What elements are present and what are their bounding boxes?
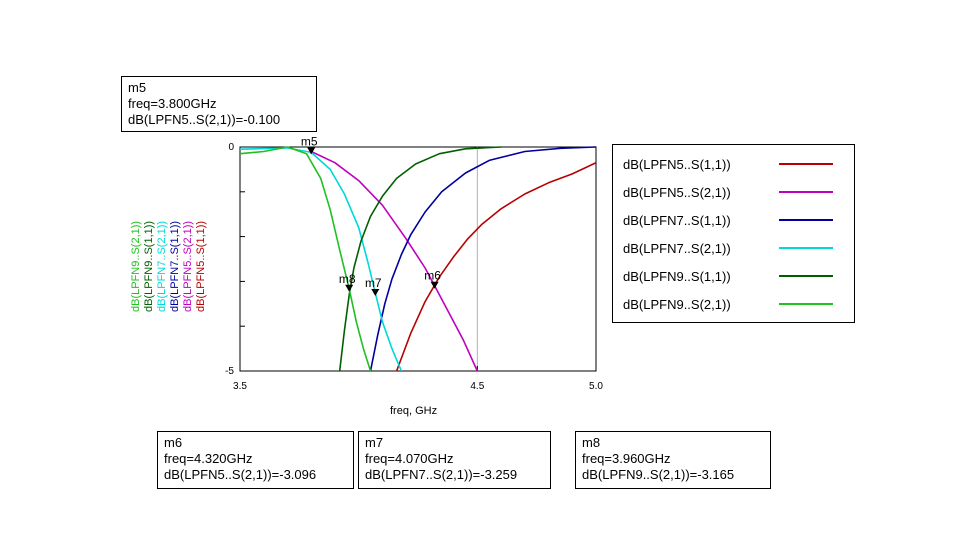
legend-item: dB(LPFN9..S(1,1)) xyxy=(623,266,833,286)
legend-item: dB(LPFN5..S(2,1)) xyxy=(623,182,833,202)
legend-label: dB(LPFN5..S(2,1)) xyxy=(623,184,731,200)
marker-box-m8[interactable]: m8 freq=3.960GHz dB(LPFN9..S(2,1))=-3.16… xyxy=(575,431,771,489)
series-line xyxy=(240,147,403,371)
x-tick-label: 3.5 xyxy=(233,381,247,392)
marker-m8 xyxy=(345,284,354,292)
series-line xyxy=(310,150,479,371)
legend-swatch xyxy=(779,163,833,165)
marker-label: m5 xyxy=(301,134,318,148)
x-tick-label: 5.0 xyxy=(589,381,603,392)
marker-m7 xyxy=(371,289,380,297)
series-line xyxy=(338,146,502,371)
marker-value: dB(LPFN5..S(2,1))=-0.100 xyxy=(128,112,281,127)
x-tick-label: 4.5 xyxy=(470,381,484,392)
marker-label: m8 xyxy=(339,272,356,286)
legend-item: dB(LPFN7..S(1,1)) xyxy=(623,210,833,230)
y-axis-series-label: dB(LPFN7..S(1,1)) xyxy=(169,220,181,312)
marker-value: dB(LPFN7..S(2,1))=-3.259 xyxy=(365,467,518,482)
legend-swatch xyxy=(779,275,833,277)
series-line xyxy=(369,146,596,371)
legend: dB(LPFN5..S(1,1)) dB(LPFN5..S(2,1)) dB(LPF… xyxy=(612,144,855,323)
marker-freq: freq=4.320GHz xyxy=(164,451,253,466)
marker-title: m8 xyxy=(582,435,601,450)
marker-title: m7 xyxy=(365,435,384,450)
x-axis-label: freq, GHz xyxy=(390,405,438,417)
legend-swatch xyxy=(779,303,833,305)
legend-swatch xyxy=(779,191,833,193)
series-line xyxy=(240,146,372,371)
marker-box-m6[interactable]: m6 freq=4.320GHz dB(LPFN5..S(2,1))=-3.09… xyxy=(157,431,354,489)
marker-label: m6 xyxy=(424,269,441,283)
legend-item: dB(LPFN5..S(1,1)) xyxy=(623,154,833,174)
y-tick-label: 0 xyxy=(228,142,234,153)
legend-item: dB(LPFN9..S(2,1)) xyxy=(623,294,833,314)
marker-value: dB(LPFN9..S(2,1))=-3.165 xyxy=(582,467,735,482)
y-axis-series-label: dB(LPFN9..S(1,1)) xyxy=(143,220,155,312)
marker-freq: freq=3.800GHz xyxy=(128,96,217,111)
marker-label: m7 xyxy=(365,276,382,290)
marker-title: m6 xyxy=(164,435,183,450)
legend-item: dB(LPFN7..S(2,1)) xyxy=(623,238,833,258)
marker-m5 xyxy=(307,147,316,155)
marker-box-m7[interactable]: m7 freq=4.070GHz dB(LPFN7..S(2,1))=-3.25… xyxy=(358,431,551,489)
plot-area xyxy=(239,146,597,372)
y-axis-series-label: dB(LPFN5..S(1,1)) xyxy=(195,220,207,312)
legend-label: dB(LPFN7..S(1,1)) xyxy=(623,212,731,228)
y-tick-label: -5 xyxy=(225,366,234,377)
legend-label: dB(LPFN5..S(1,1)) xyxy=(623,156,731,172)
legend-swatch xyxy=(779,247,833,249)
marker-box-m5[interactable]: m5 freq=3.800GHz dB(LPFN5..S(2,1))=-0.10… xyxy=(121,76,317,132)
y-axis-series-label: dB(LPFN7..S(2,1)) xyxy=(156,220,168,312)
y-axis-series-label: dB(LPFN9..S(2,1)) xyxy=(130,220,142,312)
series-line xyxy=(395,161,596,371)
marker-freq: freq=3.960GHz xyxy=(582,451,671,466)
marker-title: m5 xyxy=(128,80,147,95)
legend-swatch xyxy=(779,219,833,221)
marker-freq: freq=4.070GHz xyxy=(365,451,454,466)
marker-value: dB(LPFN5..S(2,1))=-3.096 xyxy=(164,467,317,482)
legend-label: dB(LPFN9..S(1,1)) xyxy=(623,268,731,284)
marker-m6 xyxy=(430,281,439,289)
y-axis-series-label: dB(LPFN5..S(2,1)) xyxy=(182,220,194,312)
legend-label: dB(LPFN7..S(2,1)) xyxy=(623,240,731,256)
legend-label: dB(LPFN9..S(2,1)) xyxy=(623,296,731,312)
